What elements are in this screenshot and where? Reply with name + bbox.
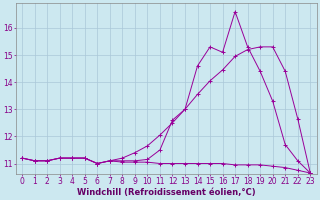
X-axis label: Windchill (Refroidissement éolien,°C): Windchill (Refroidissement éolien,°C): [77, 188, 255, 197]
